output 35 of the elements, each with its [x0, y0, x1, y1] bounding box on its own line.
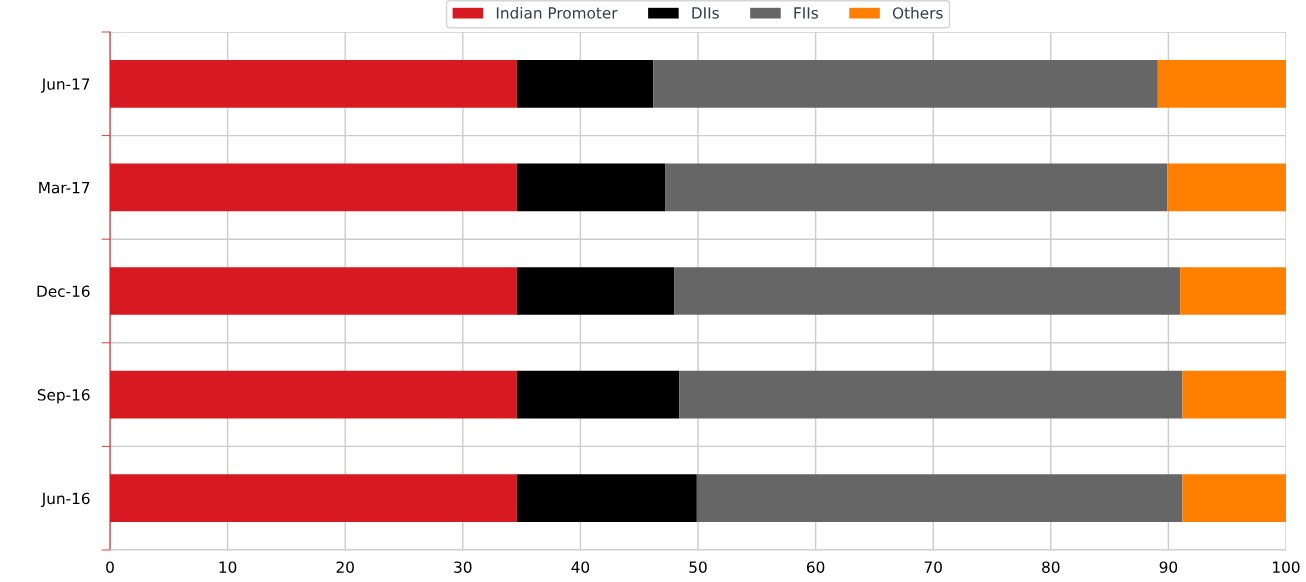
legend-label: Indian Promoter — [496, 6, 618, 19]
bar — [696, 474, 1183, 523]
bar — [1182, 474, 1286, 523]
bar — [1182, 370, 1286, 419]
y-tick-label: Mar-17 — [39, 182, 90, 194]
y-tick-label: Jun-16 — [40, 492, 90, 508]
bar — [516, 163, 666, 212]
y-tick-label: Sep-16 — [37, 389, 90, 404]
x-tick-label: 40 — [571, 561, 590, 573]
x-tick-label: 90 — [1159, 561, 1178, 573]
y-tick-label: Jun-17 — [40, 78, 90, 93]
x-tick-label: 80 — [1042, 561, 1060, 573]
bar — [665, 163, 1168, 212]
x-tick-label: 50 — [689, 561, 707, 573]
bar — [516, 370, 680, 419]
legend-label: Others — [892, 6, 943, 19]
bar — [1157, 59, 1286, 108]
bar — [516, 59, 654, 108]
bar — [679, 370, 1183, 419]
legend-label: DIIs — [692, 7, 719, 19]
x-tick-label: 100 — [1273, 561, 1300, 573]
bar — [674, 267, 1181, 315]
x-tick-label: 20 — [336, 561, 354, 573]
x-tick-label: 70 — [924, 561, 942, 573]
x-tick-label: 30 — [454, 561, 472, 573]
x-tick-label: 0 — [106, 561, 114, 573]
legend-label: FIIs — [794, 7, 818, 19]
y-tick-label: Dec-16 — [37, 285, 90, 298]
x-tick-label: 10 — [219, 561, 237, 573]
bar — [1167, 163, 1286, 212]
bar — [653, 59, 1158, 108]
x-tick-label: 60 — [806, 561, 825, 573]
bar — [516, 474, 697, 523]
bar — [1180, 267, 1286, 315]
bar — [516, 267, 675, 315]
